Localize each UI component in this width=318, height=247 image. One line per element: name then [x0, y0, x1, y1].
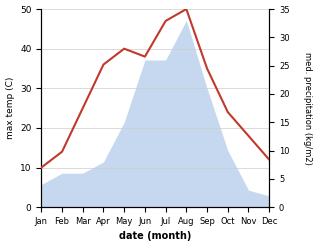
X-axis label: date (month): date (month) — [119, 231, 191, 242]
Y-axis label: max temp (C): max temp (C) — [5, 77, 15, 139]
Y-axis label: med. precipitation (kg/m2): med. precipitation (kg/m2) — [303, 52, 313, 165]
